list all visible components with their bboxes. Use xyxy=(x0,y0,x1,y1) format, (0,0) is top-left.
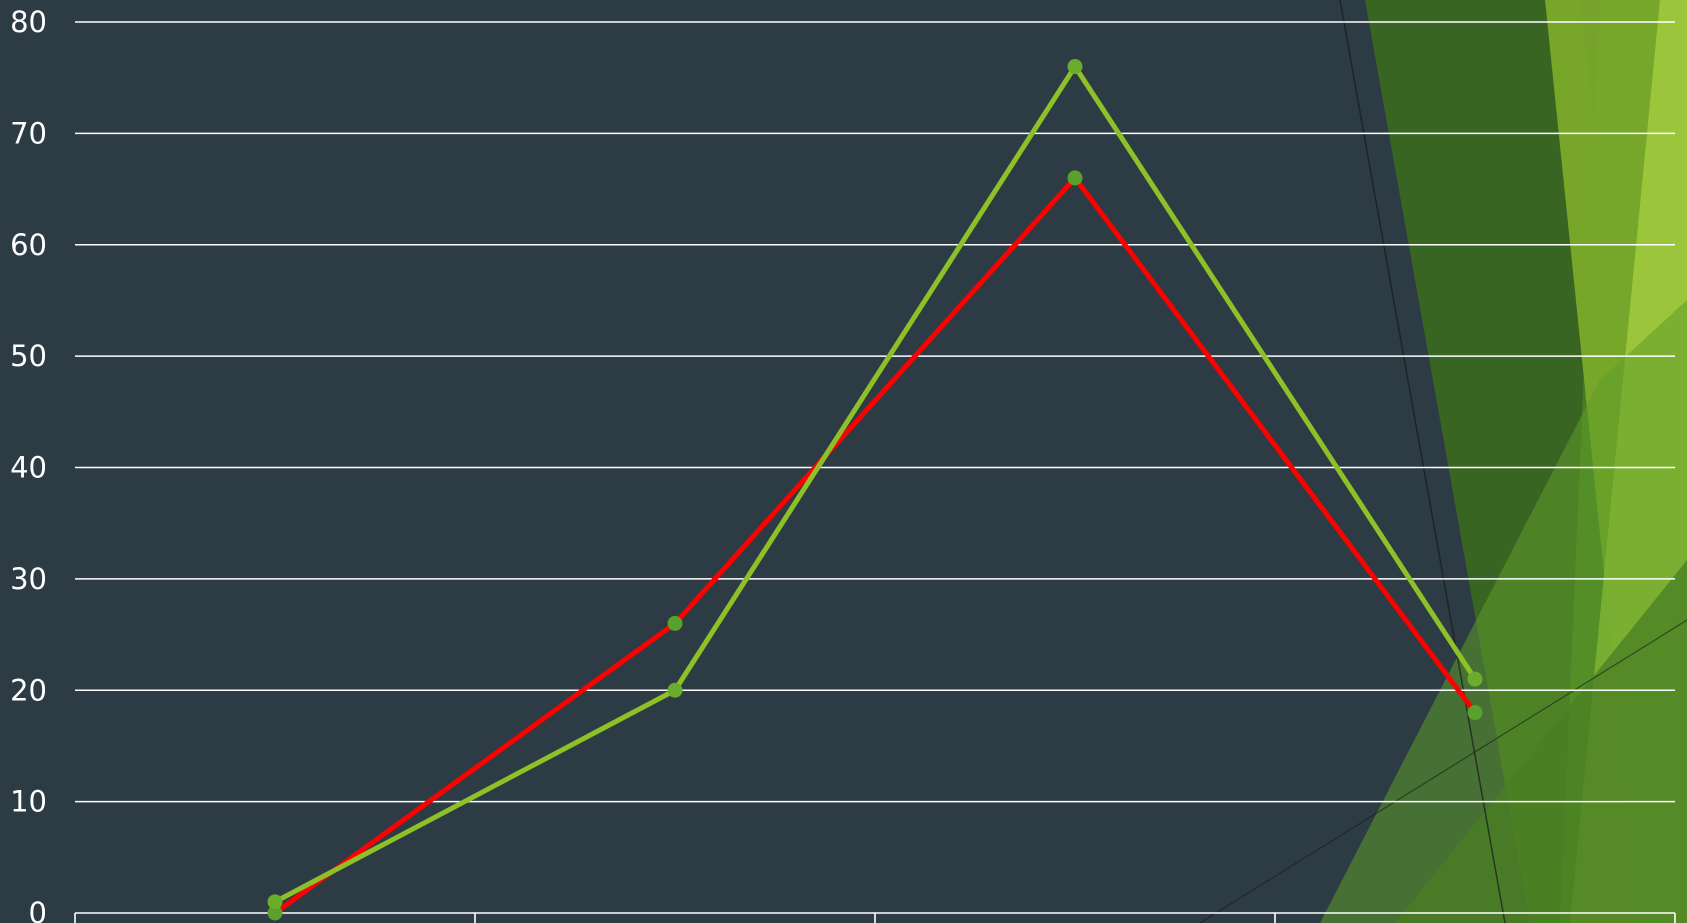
series-2-point xyxy=(267,894,283,910)
decor-shape-6 xyxy=(1395,560,1687,923)
series-2 xyxy=(267,59,1483,910)
series-1 xyxy=(267,170,1483,921)
series-layer xyxy=(267,59,1483,921)
series-2-point xyxy=(1067,59,1083,75)
series-1-point xyxy=(667,615,683,631)
series-2-point xyxy=(667,682,683,698)
decor-line-2 xyxy=(1199,619,1687,923)
decor-line-1 xyxy=(1339,0,1506,923)
series-1-line xyxy=(272,175,1478,916)
series-2-line xyxy=(272,64,1478,905)
y-tick-label: 60 xyxy=(10,228,47,262)
series-1-point xyxy=(267,905,283,921)
decorative-green-shapes xyxy=(1199,0,1687,923)
y-tick-label: 70 xyxy=(10,116,47,150)
y-tick-label: 20 xyxy=(10,673,47,707)
y-tick-label: 30 xyxy=(10,562,47,596)
y-tick-label: 50 xyxy=(10,339,47,373)
gridlines xyxy=(75,21,1675,914)
series-1-point xyxy=(1467,705,1483,721)
y-tick-labels: 0 10 20 30 40 50 60 70 80 xyxy=(10,5,47,923)
y-tick-label: 80 xyxy=(10,5,47,39)
y-tick-label: 40 xyxy=(10,451,47,485)
y-tick-label: 10 xyxy=(10,785,47,819)
y-tick-label: 0 xyxy=(29,896,47,923)
x-axis xyxy=(74,913,1676,923)
series-2-point xyxy=(1467,671,1483,687)
series-1-point xyxy=(1067,170,1083,186)
